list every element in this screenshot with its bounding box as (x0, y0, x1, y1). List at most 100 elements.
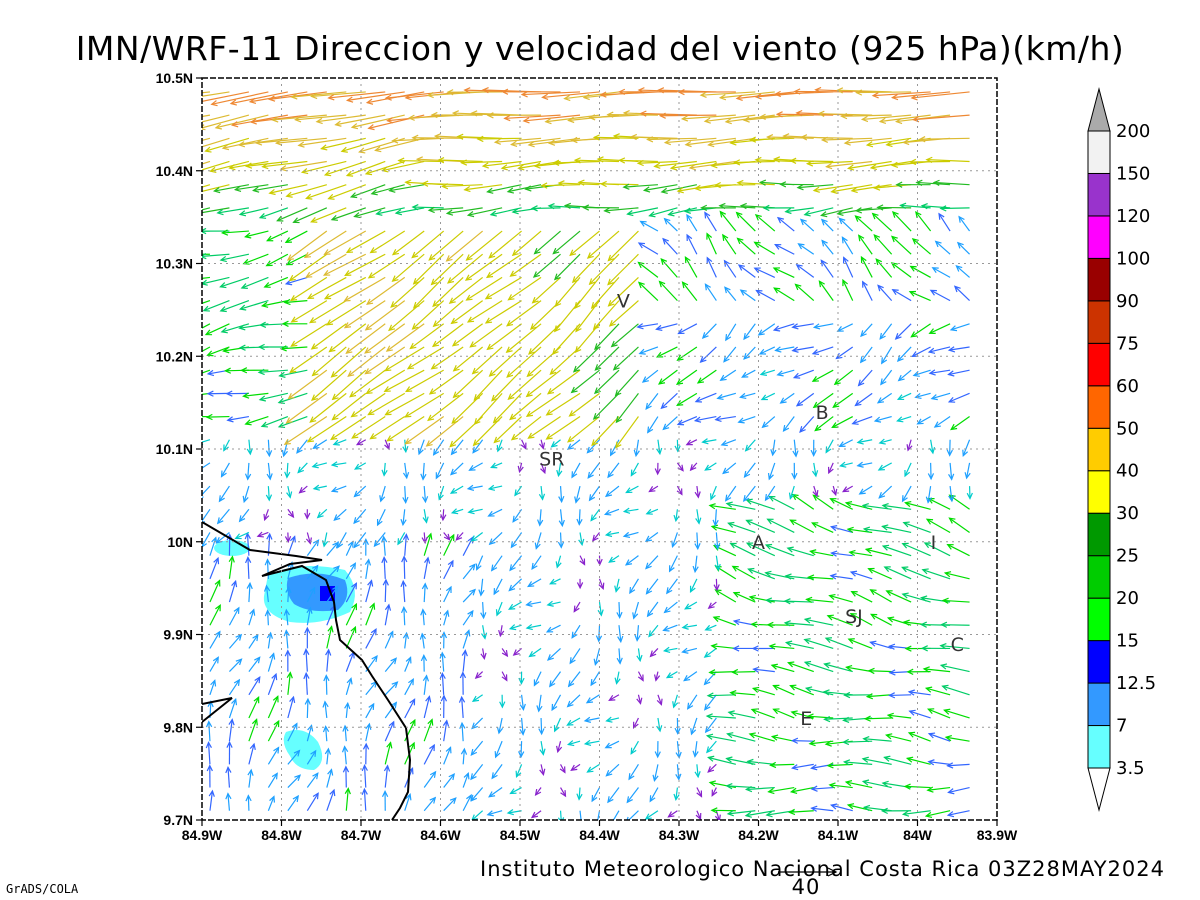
wind-vector (684, 601, 698, 610)
colorbar-swatch (1087, 555, 1111, 599)
wind-vector (261, 160, 308, 170)
lat-tick-label: 10.4N (156, 163, 193, 179)
wind-vector (885, 590, 912, 603)
wind-vector (245, 556, 252, 579)
wind-vector (787, 661, 814, 673)
wind-vector (517, 462, 524, 474)
wind-vector (439, 671, 446, 695)
wind-vector (767, 786, 795, 795)
wind-vector (305, 184, 347, 200)
wind-vector (850, 184, 892, 194)
wind-vector (950, 416, 970, 431)
lat-tick-label: 9.9N (163, 627, 193, 643)
wind-vector (932, 179, 970, 186)
wind-vector (875, 258, 893, 278)
wind-vector (646, 136, 697, 143)
wind-vector (590, 671, 601, 687)
wind-vector (528, 647, 542, 658)
wind-vector (490, 369, 523, 402)
wind-vector (316, 508, 328, 519)
wind-vector (470, 531, 483, 542)
colorbar-swatch (1087, 640, 1111, 684)
wind-vector (928, 323, 951, 334)
wind-vector (520, 91, 581, 98)
wind-vector (703, 694, 717, 711)
wind-vector (569, 230, 600, 257)
wind-vector (287, 774, 302, 788)
wind-vector (462, 629, 471, 649)
wind-vector (743, 323, 756, 341)
wind-vector (586, 763, 600, 773)
wind-vector (827, 462, 834, 475)
wind-vector (344, 701, 351, 719)
wind-vector (725, 323, 737, 342)
wind-vector (653, 671, 661, 682)
wind-vector (914, 392, 931, 400)
wind-vector (695, 810, 702, 820)
wind-vector (931, 267, 951, 278)
wind-vector (264, 558, 271, 579)
wind-vector (274, 137, 327, 146)
wind-vector (630, 462, 639, 477)
wind-vector (624, 555, 639, 566)
wind-vector (825, 439, 834, 454)
wind-vector (551, 694, 562, 712)
wind-vector (639, 110, 697, 117)
colorbar: 3.5 7 12.5 15 20 25 30 40 50 60 75 90 100 120 150 200 (1087, 87, 1156, 812)
wind-vector (306, 792, 319, 812)
graticule (202, 78, 997, 820)
colorbar-label: 15 (1116, 631, 1139, 652)
wind-vector (706, 256, 717, 278)
wind-vector (629, 133, 678, 141)
wind-vector (343, 276, 386, 302)
wind-vector (626, 787, 639, 804)
wind-vector (573, 157, 619, 164)
wind-vector (320, 137, 366, 151)
wind-vector (286, 485, 293, 499)
wind-vector (821, 239, 834, 255)
wind-vector (431, 323, 464, 348)
wind-vector (380, 535, 388, 556)
wind-vector (865, 137, 912, 148)
wind-vector (609, 810, 620, 820)
wind-vector (607, 787, 620, 804)
wind-vector (723, 346, 737, 363)
wind-vector (946, 762, 970, 769)
wind-vector (277, 415, 308, 429)
wind-vector (340, 137, 386, 153)
wind-vector (830, 184, 873, 194)
wind-vector (330, 461, 347, 468)
wind-vector (653, 160, 697, 169)
wind-vector (873, 415, 892, 423)
wind-vector (663, 137, 717, 146)
wind-vector (486, 112, 542, 119)
wind-vector (263, 276, 289, 288)
wind-vector (782, 416, 795, 433)
wind-vector (533, 671, 542, 687)
wind-vector (927, 759, 951, 766)
wind-vector (773, 90, 834, 98)
wind-vector (452, 369, 484, 399)
wind-vector (955, 265, 970, 278)
place-label-sr: SR (539, 448, 564, 470)
wind-vector (202, 369, 211, 374)
wind-vector (421, 532, 428, 545)
wind-vector (202, 207, 211, 211)
wind-vector (471, 694, 483, 702)
wind-vector (443, 559, 454, 580)
wind-vector (696, 787, 703, 798)
wind-vector (760, 392, 776, 401)
wind-vector (655, 346, 678, 358)
wind-vector (484, 300, 522, 324)
footer-credit: Instituto Meteorologico Nacional Costa R… (480, 857, 1165, 881)
wind-vector (503, 114, 561, 122)
wind-vector (744, 785, 775, 793)
wind-vector (365, 579, 374, 603)
chart-title: IMN/WRF-11 Direccion y velocidad del vie… (76, 29, 1125, 68)
wind-vector (323, 276, 367, 300)
wind-vector (440, 631, 448, 649)
wind-vector (268, 184, 308, 196)
wind-vector (878, 114, 931, 124)
wind-vector (480, 602, 487, 620)
wind-vector (202, 415, 210, 418)
